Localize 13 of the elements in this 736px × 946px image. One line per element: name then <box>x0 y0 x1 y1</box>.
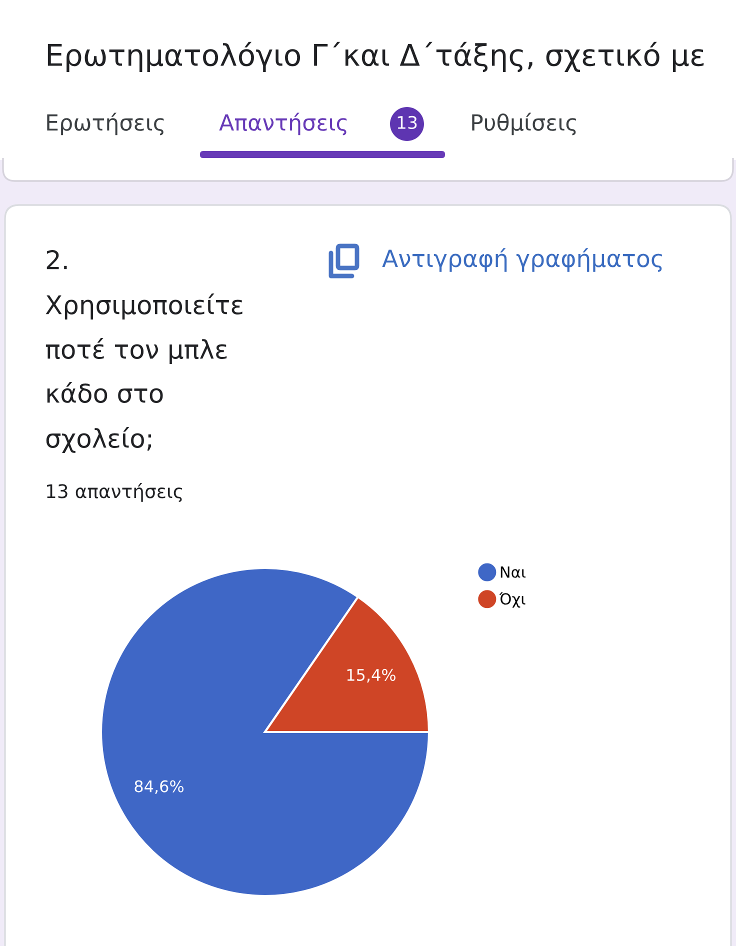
text: Ρυθμίσεις <box>472 112 576 136</box>
chart-title: 2. Χρησιμοποιείτε ποτέ τον μπλε κάδο στο σχολείο; <box>46 250 242 453</box>
legend-label: Όχι <box>499 592 526 608</box>
data-label: 15,4% <box>347 668 396 683</box>
pie-slice <box>100 566 430 898</box>
chart-subtitle: 13 απαντήσεις <box>47 483 182 502</box>
text: Απαντήσεις <box>219 112 347 136</box>
text: Ερωτηματολόγιο Γ΄και Δ΄τάξης, σχετικό με <box>48 42 704 72</box>
text: Αντιγραφή γραφήματος <box>382 248 662 272</box>
data-label: 84,6% <box>134 780 184 794</box>
text: Ερωτήσεις <box>47 112 164 136</box>
legend-label: Ναι <box>500 566 526 578</box>
text: 13 <box>398 116 417 130</box>
